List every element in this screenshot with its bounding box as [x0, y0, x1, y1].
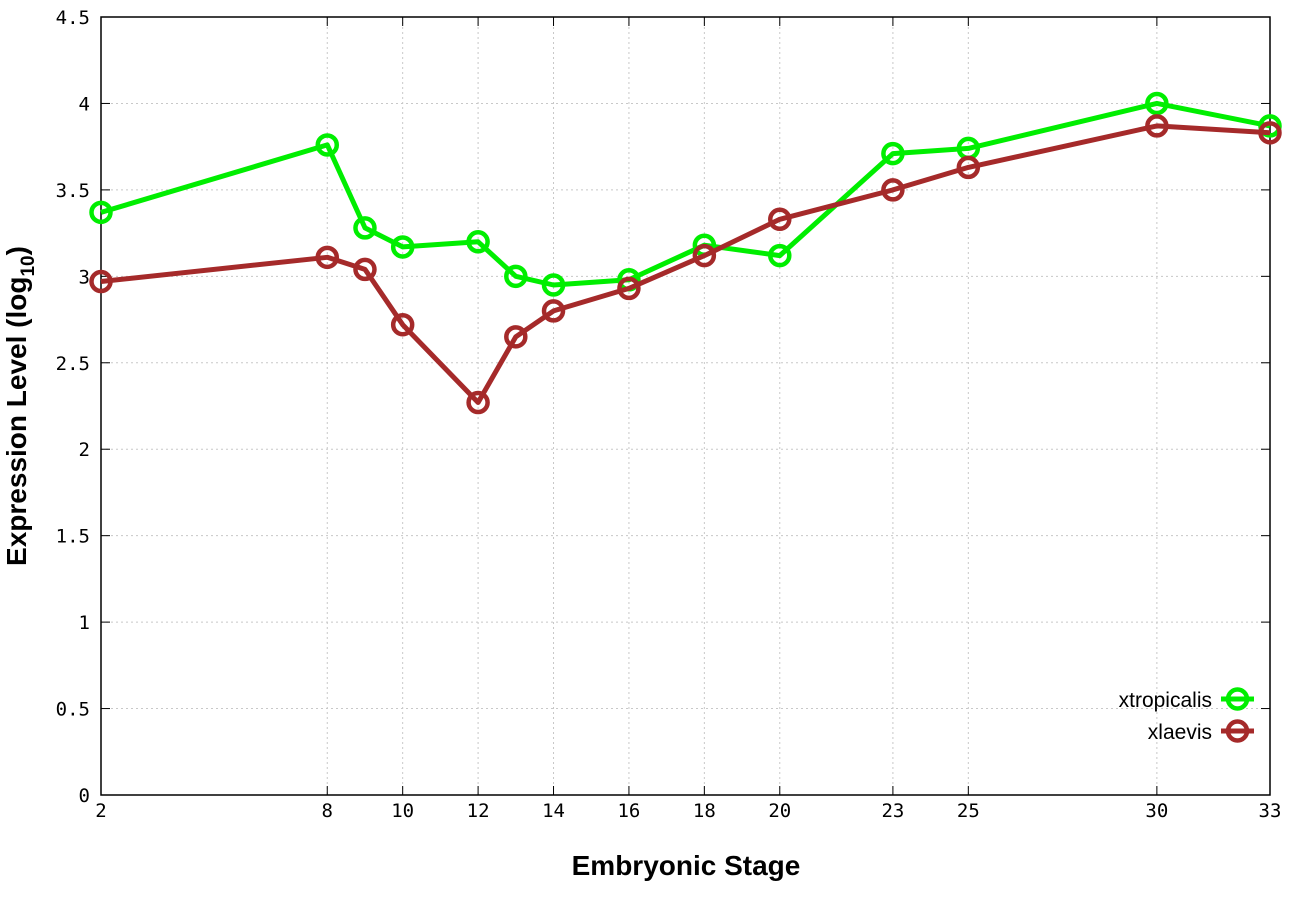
- xlaevis-point: [1145, 114, 1169, 138]
- xtropicalis-point: [1258, 114, 1282, 138]
- xtropicalis-point: [504, 264, 528, 289]
- y-axis-title: Expression Level (log10): [1, 246, 39, 566]
- xlaevis-point: [1258, 121, 1282, 145]
- y-tick-label: 4: [79, 93, 90, 115]
- series-xtropicalis: [89, 91, 1282, 297]
- y-tick-label: 3.5: [56, 180, 90, 202]
- y-axis-title-subscript: 10: [18, 255, 39, 276]
- x-tick-label: 16: [617, 800, 640, 822]
- xtropicalis-line: [100, 100, 1271, 288]
- xlaevis-point: [89, 269, 113, 294]
- xlaevis-point: [466, 390, 490, 415]
- xtropicalis-point: [768, 243, 792, 268]
- y-tick-label: 0: [79, 785, 90, 807]
- xlaevis-point: [956, 155, 981, 180]
- xlaevis-point: [617, 276, 641, 301]
- xtropicalis-point: [1145, 91, 1169, 116]
- y-axis-title-main: Expression Level (log: [1, 277, 32, 566]
- x-tick-label: 20: [768, 800, 791, 822]
- y-tick-label: 0.5: [56, 699, 90, 721]
- x-tick-label: 10: [391, 800, 414, 822]
- xlaevis-point: [768, 207, 792, 232]
- legend: xtropicalis xlaevis: [1119, 687, 1254, 744]
- xlaevis-point: [881, 178, 905, 202]
- x-tick-label: 12: [467, 800, 490, 822]
- series-xlaevis: [89, 114, 1282, 415]
- legend-item-xlaevis: xlaevis: [1148, 719, 1254, 744]
- xtropicalis-point: [466, 230, 490, 254]
- legend-label: xtropicalis: [1119, 689, 1212, 712]
- y-tick-label: 2.5: [56, 353, 90, 375]
- legend-item-xtropicalis: xtropicalis: [1119, 687, 1254, 712]
- legend-marker-swatch: [1225, 719, 1250, 743]
- x-tick-label: 33: [1259, 800, 1282, 822]
- xlaevis-line: [100, 123, 1271, 405]
- xtropicalis-point: [315, 133, 340, 157]
- grid: [101, 17, 1270, 795]
- x-axis-title: Embryonic Stage: [572, 850, 801, 881]
- x-tick-label: 23: [881, 800, 904, 822]
- xtropicalis-point: [89, 200, 113, 225]
- plot-area-frame: [100, 16, 1271, 796]
- legend-label: xlaevis: [1148, 721, 1212, 744]
- x-tick-label: 25: [957, 800, 980, 822]
- series-group: [89, 91, 1282, 415]
- xtropicalis-point: [541, 273, 566, 297]
- legend-marker-swatch: [1225, 687, 1250, 711]
- xlaevis-point: [353, 257, 377, 282]
- xtropicalis-point: [390, 235, 415, 259]
- x-tick-label: 14: [542, 800, 565, 822]
- x-tick-label: 30: [1145, 800, 1168, 822]
- xlaevis-point: [541, 299, 566, 323]
- x-tick-label: 8: [322, 800, 333, 822]
- y-tick-label: 3: [79, 266, 90, 288]
- xtropicalis-point: [353, 216, 377, 240]
- xtropicalis-point: [881, 141, 905, 166]
- x-tick-label: 18: [693, 800, 716, 822]
- x-tick-label: 2: [95, 800, 106, 822]
- xlaevis-point: [390, 312, 415, 337]
- xlaevis-point: [315, 245, 340, 270]
- axis-ticks: 0 0.5 1 1.5 2 2.5 3 3.5 4 4.5 2 8 10 12 14 16 18 20 23 25 30…: [56, 7, 1282, 822]
- y-tick-label: 1: [79, 612, 90, 634]
- y-tick-label: 4.5: [56, 7, 90, 29]
- y-tick-label: 2: [79, 439, 90, 461]
- xlaevis-point: [504, 325, 528, 349]
- y-tick-label: 1.5: [56, 526, 90, 548]
- y-axis-title-close: ): [1, 246, 32, 255]
- xlaevis-point: [692, 243, 717, 268]
